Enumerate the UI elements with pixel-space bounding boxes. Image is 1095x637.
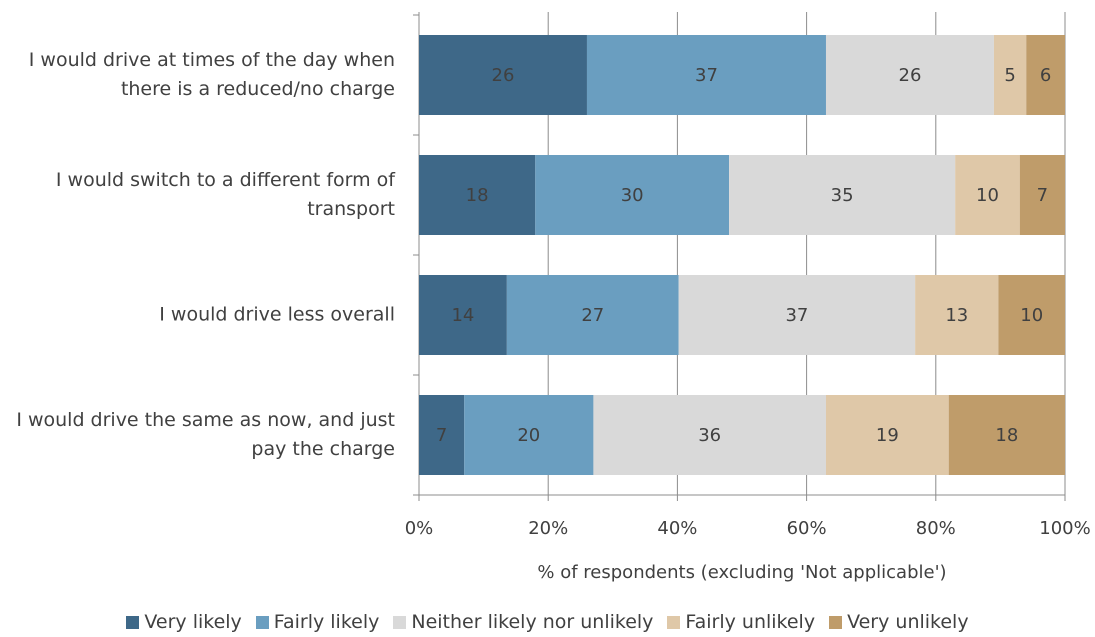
legend-label: Fairly likely	[273, 611, 380, 633]
x-tick-label: 100%	[1039, 518, 1090, 539]
data-label: 36	[698, 425, 721, 446]
legend-swatch	[126, 615, 140, 629]
x-tick-label: 40%	[657, 518, 697, 539]
data-label: 18	[995, 425, 1018, 446]
bar-segment	[825, 35, 994, 115]
bar-segment	[993, 35, 1027, 115]
data-label: 18	[466, 185, 489, 206]
legend-item: Very likely	[126, 611, 242, 633]
data-label: 19	[876, 425, 899, 446]
bar-segment	[955, 155, 1020, 235]
bar-segment	[506, 275, 679, 355]
legend-item: Fairly unlikely	[667, 611, 815, 633]
legend-swatch	[255, 615, 269, 629]
data-label: 5	[1004, 65, 1015, 86]
data-label: 26	[492, 65, 515, 86]
legend-swatch	[829, 615, 843, 629]
legend-swatch	[393, 615, 407, 629]
legend-item: Neither likely nor unlikely	[393, 611, 653, 633]
data-label: 10	[1020, 305, 1043, 326]
data-label: 7	[1037, 185, 1048, 206]
data-label: 7	[436, 425, 447, 446]
x-axis-title: % of respondents (excluding 'Not applica…	[537, 562, 946, 583]
data-label: 20	[517, 425, 540, 446]
bar-segment	[535, 155, 730, 235]
bar-segment	[1019, 155, 1065, 235]
data-label: 26	[899, 65, 922, 86]
bar-segment	[586, 35, 826, 115]
data-label: 30	[621, 185, 644, 206]
data-label: 37	[785, 305, 808, 326]
bar-segment	[825, 395, 949, 475]
legend-label: Fairly unlikely	[685, 611, 816, 633]
legend-label: Very likely	[144, 611, 242, 633]
data-label: 14	[451, 305, 474, 326]
legend-item: Fairly likely	[255, 611, 380, 633]
y-tick-label: I would switch to a different form of tr…	[55, 169, 395, 220]
data-label: 27	[581, 305, 604, 326]
data-label: 10	[976, 185, 999, 206]
y-tick-label: I would drive at times of the day when t…	[28, 49, 395, 100]
bar-segment	[419, 35, 587, 115]
bar-segment	[419, 155, 536, 235]
bar-segment	[419, 275, 507, 355]
legend-item: Very unlikely	[829, 611, 969, 633]
bar-segment	[593, 395, 826, 475]
bar-segment	[998, 275, 1065, 355]
x-tick-label: 20%	[528, 518, 568, 539]
legend-swatch	[667, 615, 681, 629]
x-tick-label: 80%	[916, 518, 956, 539]
bar-segment	[915, 275, 999, 355]
x-tick-label: 60%	[787, 518, 827, 539]
y-tick-label: I would drive the same as now, and just …	[16, 409, 395, 460]
data-label: 37	[695, 65, 718, 86]
legend-label: Neither likely nor unlikely	[411, 611, 654, 633]
bar-segment	[1026, 35, 1065, 115]
data-label: 35	[831, 185, 854, 206]
bar-segment	[419, 395, 465, 475]
bar-segment	[678, 275, 916, 355]
bar-segment	[948, 395, 1065, 475]
x-tick-label: 0%	[405, 518, 434, 539]
data-label: 13	[945, 305, 968, 326]
bar-segment	[464, 395, 594, 475]
data-label: 6	[1040, 65, 1051, 86]
legend: Very likely Fairly likely Neither likely n…	[0, 611, 1095, 633]
bar-segment	[729, 155, 956, 235]
y-tick-label: I would drive less overall	[159, 303, 395, 326]
legend-label: Very unlikely	[847, 611, 969, 633]
